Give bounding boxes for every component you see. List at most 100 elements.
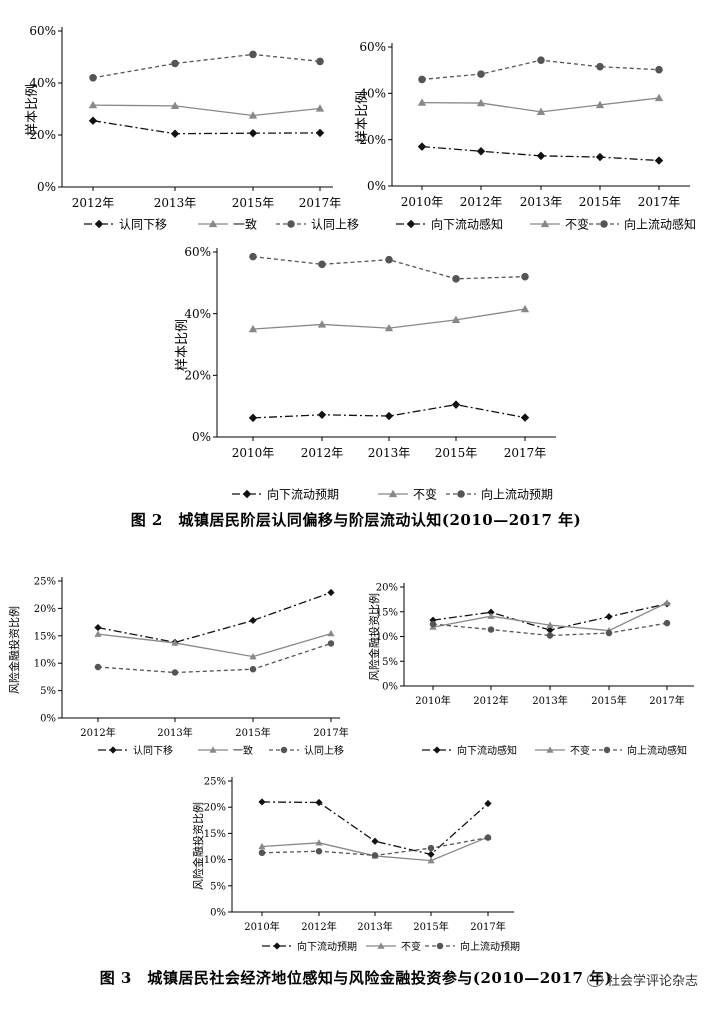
x-tick-label: 2010年	[244, 920, 279, 933]
legend-marker-up	[436, 942, 444, 950]
x-tick-label: 2017年	[470, 920, 505, 933]
y-axis-label: 风险金融投资比例	[191, 802, 205, 890]
series-line-down	[421, 145, 660, 162]
y-axis-label: 样本比例	[175, 319, 190, 371]
legend-label: 认同下移	[119, 218, 167, 232]
data-point-same	[417, 98, 427, 106]
legend-label: 向上流动感知	[624, 217, 696, 232]
data-point-down	[327, 588, 335, 597]
y-tick-label: 20%	[359, 133, 386, 147]
x-tick-label: 2017年	[313, 726, 348, 739]
x-tick-label: 2010年	[415, 694, 450, 707]
x-tick-label: 2017年	[299, 196, 342, 210]
data-point-same	[536, 107, 546, 116]
series-line-up	[97, 642, 332, 674]
y-tick-label: 10%	[376, 632, 398, 643]
x-tick-label: 2010年	[401, 195, 444, 209]
data-point-up	[521, 272, 529, 281]
series-line-down	[97, 591, 332, 644]
y-tick-label: 0%	[367, 179, 386, 193]
data-point-up	[316, 57, 324, 66]
legend-marker-down	[273, 942, 281, 950]
series-line-same	[97, 632, 332, 658]
y-tick-label: 20%	[34, 604, 56, 615]
data-point-down	[94, 623, 102, 632]
x-tick-label: 2012年	[72, 196, 115, 210]
watermark-text: 社会学评论杂志	[606, 974, 698, 989]
data-point-down	[520, 413, 530, 422]
data-point-down	[384, 411, 394, 421]
data-point-down	[315, 798, 323, 807]
legend-marker-same	[208, 219, 218, 228]
x-tick-label: 2013年	[357, 920, 392, 933]
data-point-up	[371, 852, 379, 859]
series-line-same	[92, 104, 321, 117]
y-tick-label: 25%	[204, 777, 226, 788]
series-line-down	[261, 801, 489, 856]
series-line-down	[432, 603, 668, 631]
data-point-down	[258, 798, 266, 806]
x-tick-label: 2015年	[579, 195, 622, 209]
data-point-down	[536, 151, 546, 161]
y-tick-label: 20%	[184, 369, 211, 383]
legend-marker-same	[546, 746, 554, 753]
y-tick-label: 40%	[359, 87, 386, 101]
y-axis-label: 风险金融投资比例	[7, 606, 21, 694]
data-point-same	[94, 630, 102, 637]
wechat-icon	[586, 973, 603, 987]
data-point-same	[654, 93, 664, 102]
data-point-same	[663, 599, 671, 606]
x-tick-label: 2013年	[157, 726, 192, 739]
data-point-same	[315, 104, 325, 112]
data-point-down	[429, 616, 437, 624]
legend-marker-up	[457, 490, 465, 498]
data-point-up	[171, 669, 179, 676]
x-tick-label: 2012年	[301, 920, 336, 933]
data-point-same	[248, 111, 258, 119]
data-point-same	[170, 101, 180, 110]
x-tick-label: 2015年	[235, 726, 270, 739]
legend-label: 向下流动感知	[431, 217, 503, 232]
data-point-same	[171, 639, 179, 646]
y-tick-label: 60%	[359, 40, 386, 54]
data-point-up	[89, 74, 97, 82]
data-point-up	[327, 640, 335, 647]
legend-marker-same	[209, 746, 217, 753]
data-point-up	[418, 75, 426, 84]
y-tick-label: 15%	[204, 829, 226, 840]
series-line-down	[92, 120, 321, 135]
y-tick-label: 5%	[210, 881, 226, 892]
series-line-same	[252, 308, 526, 330]
data-point-up	[94, 663, 102, 671]
x-tick-label: 2010年	[232, 446, 275, 460]
y-tick-label: 0%	[40, 714, 56, 725]
data-point-same	[248, 324, 258, 333]
y-tick-label: 60%	[29, 24, 56, 38]
data-point-same	[605, 626, 613, 634]
legend-marker-up	[280, 746, 288, 754]
series-line-up	[421, 59, 660, 81]
series-line-same	[432, 602, 668, 632]
data-point-up	[258, 849, 266, 857]
data-point-same	[520, 304, 530, 313]
data-point-same	[258, 842, 266, 850]
x-tick-label: 2017年	[638, 195, 681, 209]
series-line-up	[252, 255, 526, 280]
x-tick-label: 2015年	[413, 920, 448, 933]
data-point-same	[484, 833, 492, 840]
watermark: 社会学评论杂志	[586, 970, 698, 989]
y-tick-label: 5%	[40, 686, 56, 697]
data-point-down	[171, 638, 179, 646]
y-tick-label: 0%	[192, 430, 211, 444]
x-tick-label: 2015年	[232, 196, 275, 210]
series-line-up	[92, 53, 321, 79]
data-point-down	[170, 129, 180, 138]
data-point-same	[249, 653, 257, 660]
legend-label: 向上流动感知	[627, 744, 687, 757]
data-point-same	[429, 623, 437, 630]
data-point-down	[663, 600, 671, 608]
figure-3-caption: 图 3 城镇居民社会经济地位感知与风险金融投资参与(2010—2017 年)	[99, 969, 613, 987]
series-line-up	[261, 836, 489, 857]
data-point-up	[477, 70, 485, 78]
